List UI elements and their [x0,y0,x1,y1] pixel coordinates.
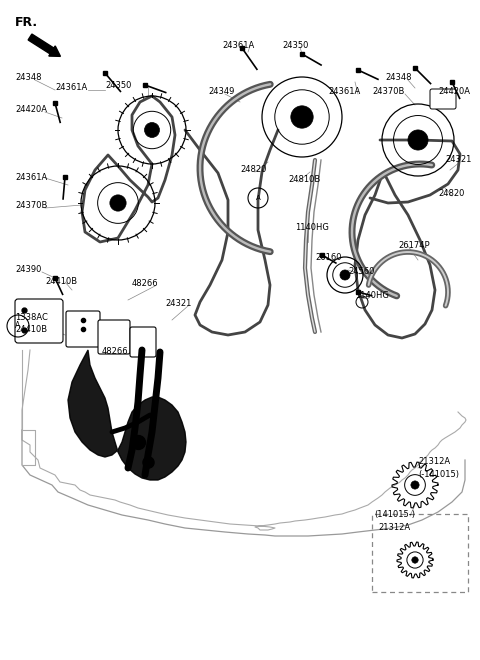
Text: FR.: FR. [15,15,38,28]
Text: 24348: 24348 [15,73,41,82]
Text: 1140HG: 1140HG [355,290,389,300]
Text: 24810B: 24810B [288,176,320,185]
Text: 24420A: 24420A [438,88,470,96]
Text: 24410B: 24410B [45,277,77,286]
Text: 24370B: 24370B [15,201,48,209]
FancyBboxPatch shape [15,299,63,343]
FancyArrow shape [28,34,60,56]
Circle shape [408,130,428,150]
FancyBboxPatch shape [66,311,100,347]
Text: 26160: 26160 [315,253,341,263]
Text: 1140HG: 1140HG [295,224,329,232]
FancyBboxPatch shape [130,327,156,357]
Polygon shape [68,350,186,480]
Text: 24410B: 24410B [15,325,47,335]
Text: 48266: 48266 [102,348,129,356]
Text: 26174P: 26174P [398,240,430,249]
FancyBboxPatch shape [430,89,456,109]
Text: 24390: 24390 [15,265,41,275]
Text: 24820: 24820 [240,166,266,174]
Circle shape [412,557,418,563]
Text: 24321: 24321 [165,300,192,308]
Bar [372,514,468,592]
Text: 24820: 24820 [438,189,464,199]
Text: 24361A: 24361A [15,174,47,183]
Text: 24560: 24560 [348,267,374,277]
Circle shape [144,123,159,137]
Circle shape [340,270,350,280]
Text: A: A [256,195,260,201]
Circle shape [110,195,126,211]
Text: (-141015): (-141015) [418,471,459,480]
Text: 21312A: 21312A [378,523,410,533]
FancyBboxPatch shape [98,320,130,354]
Text: 24348: 24348 [385,73,411,82]
Text: (141015-): (141015-) [374,510,415,519]
Text: 24370B: 24370B [372,88,404,96]
Text: 24321: 24321 [445,156,471,164]
Text: 21312A: 21312A [418,457,450,467]
Circle shape [291,106,313,128]
Text: 48266: 48266 [132,279,158,288]
Text: 24361A: 24361A [328,88,360,96]
Text: A: A [15,321,21,331]
Text: 24350: 24350 [105,81,132,90]
Text: 24350: 24350 [282,40,308,50]
Text: 24361A: 24361A [222,40,254,50]
Text: 24361A: 24361A [55,84,87,92]
Text: 24420A: 24420A [15,106,47,114]
Text: 1338AC: 1338AC [15,314,48,323]
Circle shape [411,481,419,489]
Text: 24349: 24349 [208,88,234,96]
